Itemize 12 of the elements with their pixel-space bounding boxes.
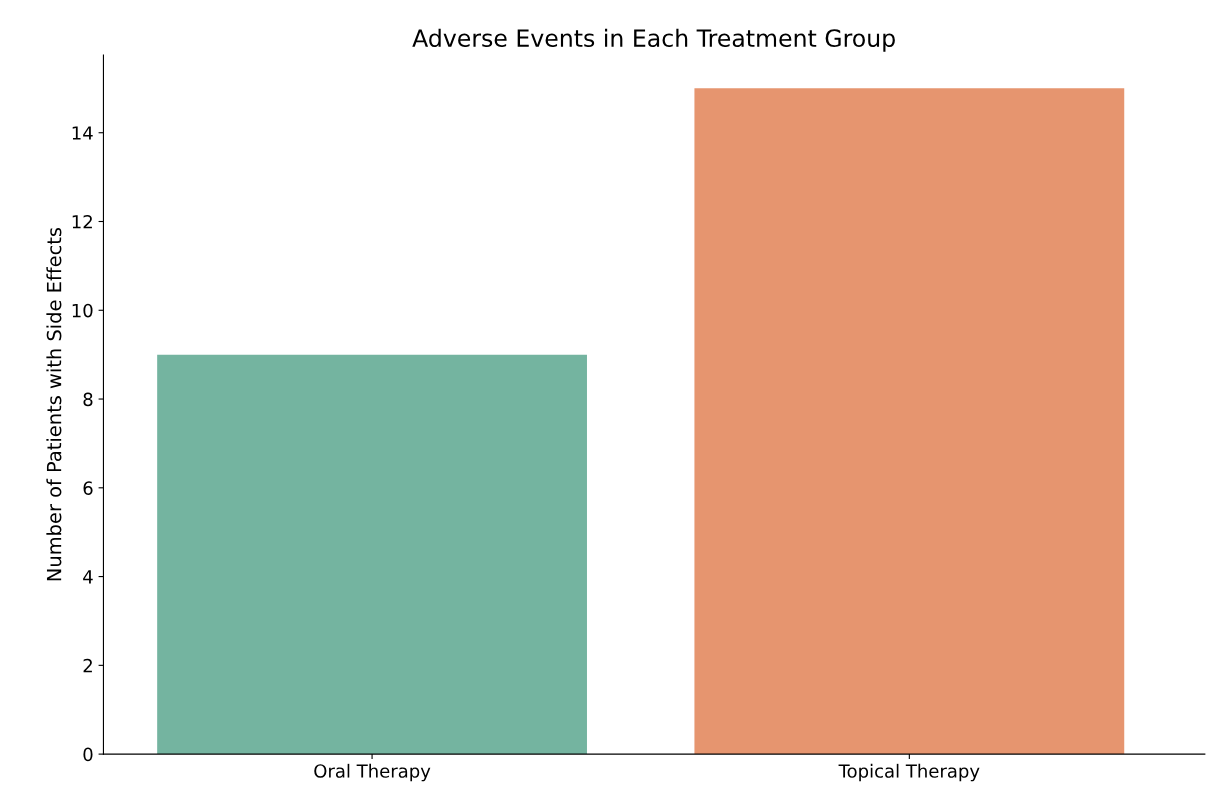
x-tick-label: Topical Therapy	[838, 763, 980, 782]
y-tick-label: 14	[72, 126, 93, 140]
y-tick-label: 2	[83, 658, 92, 673]
y-tick-label: 10	[72, 303, 93, 318]
y-tick-label: 4	[83, 570, 93, 584]
x-tick-label: Oral Therapy	[314, 763, 431, 782]
y-axis-title: Number of Patients with Side Effects	[46, 227, 62, 581]
y-tick-label: 0	[83, 747, 93, 762]
y-tick-label: 8	[83, 392, 93, 407]
y-tick-label: 6	[83, 481, 93, 495]
chart-title: Adverse Events in Each Treatment Group	[412, 28, 895, 52]
y-tick-label: 12	[72, 214, 92, 229]
